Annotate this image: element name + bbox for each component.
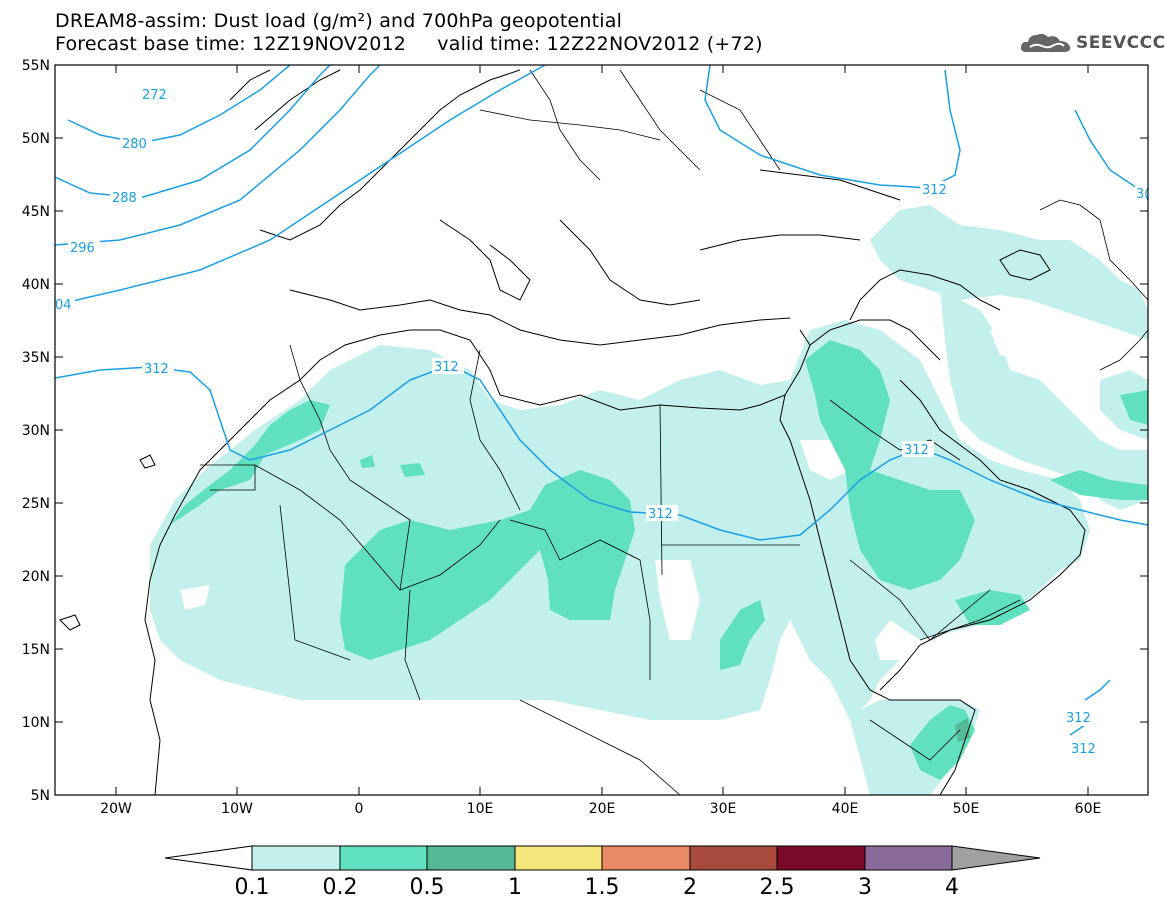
latitude-labels: 55N 50N 45N 40N 35N 30N 25N 20N 15N 10N … bbox=[22, 58, 50, 804]
lat-label: 30N bbox=[22, 423, 50, 439]
colorbar-label: 4 bbox=[945, 875, 959, 900]
lon-label: 0 bbox=[355, 801, 364, 817]
contour-label: 312 bbox=[1066, 711, 1091, 726]
lon-label: 10W bbox=[221, 801, 253, 817]
lon-label: 40E bbox=[832, 801, 859, 817]
dust-clear-areas bbox=[180, 320, 1040, 660]
contour-labels: 272 280 288 296 04 312 312 312 312 312 3… bbox=[55, 86, 1149, 757]
contour-label: 312 bbox=[648, 507, 673, 522]
colorbar-label: 3 bbox=[858, 875, 872, 900]
contour-label: 312 bbox=[434, 360, 459, 375]
colorbar-label: 1 bbox=[508, 875, 522, 900]
lat-label: 35N bbox=[22, 350, 50, 366]
contour-label: 312 bbox=[1071, 742, 1096, 757]
colorbar-label: 0.2 bbox=[323, 875, 358, 900]
lat-label: 15N bbox=[22, 642, 50, 658]
coastlines bbox=[59, 69, 1086, 795]
lat-label: 40N bbox=[22, 277, 50, 293]
lat-label: 25N bbox=[22, 496, 50, 512]
contour-label: 272 bbox=[142, 88, 167, 103]
contour-label: 312 bbox=[144, 362, 169, 377]
lat-label: 20N bbox=[22, 569, 50, 585]
colorbar-cell bbox=[164, 845, 253, 871]
colorbar-cell bbox=[776, 845, 866, 871]
colorbar-cell bbox=[689, 845, 778, 871]
colorbar-label: 0.5 bbox=[410, 875, 445, 900]
contour-label: 04 bbox=[55, 298, 72, 313]
map-title: DREAM8-assim: Dust load (g/m²) and 700hP… bbox=[55, 10, 623, 32]
lon-label: 50E bbox=[953, 801, 980, 817]
colorbar-cell bbox=[601, 845, 691, 871]
geopotential-contours bbox=[55, 65, 1148, 736]
lat-label: 55N bbox=[22, 58, 50, 74]
colorbar-cell bbox=[864, 845, 953, 871]
contour-label: 288 bbox=[112, 191, 137, 206]
contour-label: 3( bbox=[1136, 187, 1149, 202]
contour-label: 280 bbox=[122, 137, 147, 152]
cloud-icon bbox=[1020, 33, 1071, 52]
lat-label: 5N bbox=[31, 788, 50, 804]
contour-label: 296 bbox=[70, 241, 95, 256]
lat-label: 50N bbox=[22, 131, 50, 147]
colorbar-label: 2.5 bbox=[760, 875, 795, 900]
lon-label: 30E bbox=[710, 801, 737, 817]
colorbar-cell bbox=[339, 845, 428, 871]
lon-label: 20W bbox=[100, 801, 132, 817]
colorbar: 0.1 0.2 0.5 1 1.5 2 2.5 3 4 bbox=[164, 845, 1041, 900]
lon-label: 20E bbox=[589, 801, 616, 817]
colorbar-label: 0.1 bbox=[235, 875, 270, 900]
colorbar-cell bbox=[251, 845, 341, 871]
lon-label: 60E bbox=[1075, 801, 1102, 817]
lon-label: 10E bbox=[467, 801, 494, 817]
colorbar-label: 1.5 bbox=[585, 875, 620, 900]
map-subtitle: Forecast base time: 12Z19NOV2012 valid t… bbox=[55, 33, 763, 55]
longitude-labels: 20W 10W 0 10E 20E 30E 40E 50E 60E bbox=[100, 801, 1101, 817]
colorbar-cell bbox=[951, 845, 1041, 871]
axis-ticks bbox=[55, 64, 1148, 795]
logo-text: SEEVCCC bbox=[1076, 33, 1165, 53]
country-borders bbox=[200, 69, 1148, 795]
seevccc-logo: SEEVCCC bbox=[1020, 30, 1165, 56]
colorbar-label: 2 bbox=[683, 875, 697, 900]
contour-label: 312 bbox=[922, 183, 947, 198]
lat-label: 45N bbox=[22, 204, 50, 220]
dust-layer-0-2 bbox=[170, 340, 1148, 780]
lat-label: 10N bbox=[22, 715, 50, 731]
colorbar-cell bbox=[426, 845, 516, 871]
contour-label: 312 bbox=[904, 443, 929, 458]
colorbar-cell bbox=[514, 845, 603, 871]
